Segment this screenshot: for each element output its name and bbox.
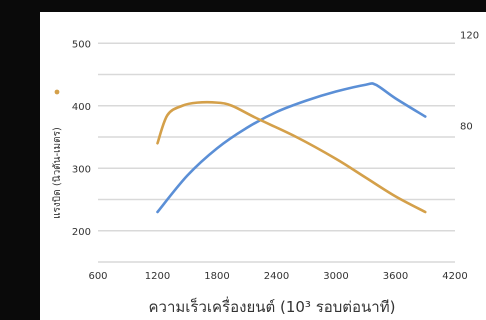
x-tick-label: 1800 xyxy=(204,271,229,282)
x-tick-label: 4200 xyxy=(442,271,467,282)
y-tick-label-left: 400 xyxy=(72,102,91,113)
legend-dot-orange xyxy=(54,89,60,95)
x-tick-label: 3000 xyxy=(323,271,348,282)
y-axis-title-left: แรงบิด (นิวตัน-เมตร) xyxy=(52,127,63,219)
x-tick-label: 600 xyxy=(88,271,107,282)
y-tick-label-left: 300 xyxy=(72,164,91,175)
y-tick-label-right: 120 xyxy=(460,31,479,42)
chart-background xyxy=(40,12,486,320)
series-line-blue xyxy=(156,82,427,214)
y-tick-label-right: 80 xyxy=(460,122,473,133)
series-line-orange xyxy=(156,100,427,214)
x-tick-label: 1200 xyxy=(145,271,170,282)
y-tick-label-left: 500 xyxy=(72,39,91,50)
x-tick-label: 3600 xyxy=(383,271,408,282)
x-axis-title: ความเร็วเครื่องยนต์ (10³ รอบต่อนาที) xyxy=(149,296,396,316)
y-tick-label-left: 200 xyxy=(72,227,91,238)
x-tick-label: 2400 xyxy=(264,271,289,282)
